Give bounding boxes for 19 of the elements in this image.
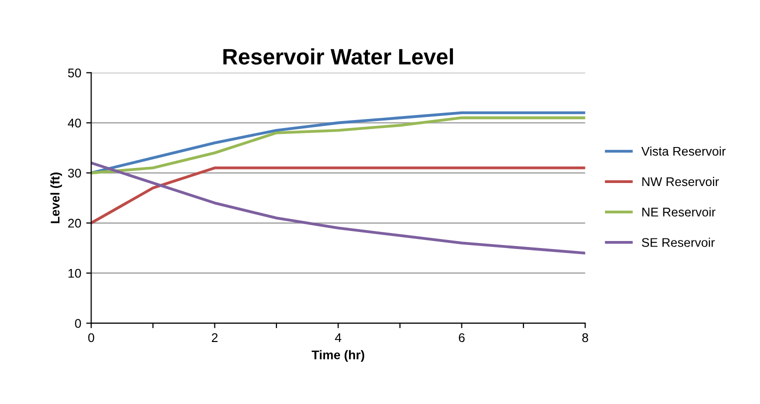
legend-label: NE Reservoir [642,207,716,217]
y-tick-label: 40 [68,118,81,128]
y-axis-title: Level (ft) [50,172,62,224]
x-tick-label: 6 [458,333,465,342]
x-tick-label: 0 [88,333,94,342]
legend-label: SE Reservoir [642,238,715,247]
legend-label: NW Reservoir [642,176,719,186]
y-tick-label: 0 [75,319,81,328]
legend-label: Vista Reservoir [641,146,726,156]
x-tick-label: 8 [582,333,588,342]
y-tick-label: 50 [68,68,81,78]
y-tick-label: 30 [68,168,81,178]
y-tick-label: 20 [68,218,81,228]
x-axis-title: Time (hr) [312,350,364,362]
line-series [91,162,586,254]
x-tick-label: 4 [335,333,342,342]
y-tick-label: 10 [68,268,81,278]
x-tick-label: 2 [212,333,218,342]
chart-title: Reservoir Water Level [223,48,453,65]
